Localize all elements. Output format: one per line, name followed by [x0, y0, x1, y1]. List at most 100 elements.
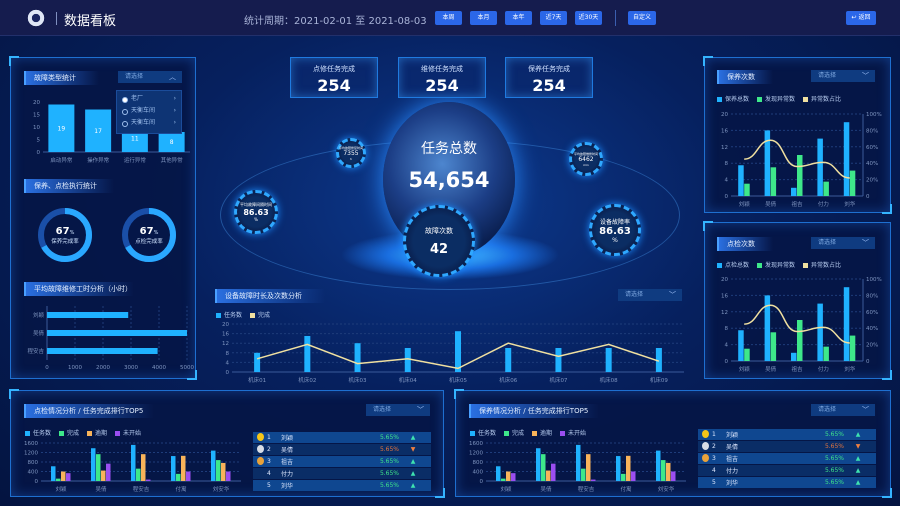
ranking-row: 3 祖吉 5.65% ▲ — [698, 453, 876, 464]
legend-item[interactable]: 逾期 — [532, 428, 552, 437]
last-30-days-button[interactable]: 近30天 — [575, 11, 602, 25]
analysis-chart: 0 4 8 12 16 20 机床01 机床02 机床03 机床04 机床05 机床06 机床07 机床0… — [222, 322, 684, 384]
insp-analysis-select[interactable]: 请选择 ﹀ — [366, 404, 430, 416]
ranking-row: 3 祖吉 5.65% ▲ — [253, 456, 431, 467]
x-tick-label: 机床05 — [449, 376, 467, 384]
analysis-select[interactable]: 请选择 ﹀ — [618, 289, 682, 301]
x-tick-label: 机床01 — [248, 376, 266, 384]
insp-select[interactable]: 请选择 ﹀ — [811, 237, 875, 249]
this-month-button[interactable]: 本月 — [470, 11, 497, 25]
legend-item[interactable]: 未开始 — [115, 428, 141, 437]
medal-icon — [698, 453, 712, 464]
chevron-down-icon: ﹀ — [862, 406, 869, 414]
x-tick-label: 刘颖 — [55, 485, 67, 493]
bar — [254, 352, 261, 372]
name: 付力 — [726, 468, 739, 475]
chevron-up-icon: ︿ — [169, 73, 176, 81]
x-tick-label: 刘安华 — [213, 485, 230, 493]
series-line — [744, 304, 850, 344]
y2-tick-label: 40% — [866, 161, 878, 167]
bar — [576, 444, 581, 481]
name: 刘华 — [281, 483, 294, 490]
y-tick-label: 8 — [226, 351, 230, 357]
dropdown-option[interactable]: 天衡车间 › — [117, 117, 181, 129]
bar — [666, 462, 671, 481]
x-tick-label: 启动异常 — [50, 156, 73, 164]
legend-item[interactable]: 发现异常数 — [757, 260, 795, 269]
this-year-button[interactable]: 本年 — [505, 11, 532, 25]
bar — [764, 130, 771, 196]
y2-tick-label: 100% — [866, 277, 882, 283]
insp-chart: 0 4 8 12 16 20 刘颖 吴倩 祖吉 付力 刘华 0 20% 40% 60% 80% 100% — [721, 277, 882, 373]
ranking-row: 4 付力 5.65% ▲ — [698, 465, 876, 476]
kpi-card: 保养任务完成 254 — [505, 57, 593, 98]
back-button[interactable]: ↩ 返回 — [846, 11, 876, 25]
legend-item[interactable]: 任务数 — [25, 428, 51, 437]
x-tick-label: 付力 — [818, 200, 829, 208]
gauge-label: 点检完成率 — [135, 239, 163, 245]
percent: 5.65% — [379, 470, 399, 477]
y-tick-label: 800 — [28, 460, 39, 466]
legend-item[interactable]: 异常数占比 — [803, 260, 841, 269]
bar — [496, 466, 501, 481]
maint-select[interactable]: 请选择 ﹀ — [811, 70, 875, 82]
legend-item[interactable]: 发现异常数 — [757, 94, 795, 103]
x-tick-label: 其他异常 — [161, 156, 184, 164]
legend-item[interactable]: 点检总数 — [717, 260, 749, 269]
fault-type-chart: 0 5 10 15 20 启动异常 操作异常 运行异常 其他异常 19 17 11 8 — [33, 100, 190, 164]
fault-count-value: 42 — [429, 241, 449, 257]
x-tick-label: 吴倩 — [765, 365, 777, 373]
data-label: 8 — [170, 139, 174, 146]
y-tick-label: 12 — [721, 310, 728, 316]
y-tick-label: 程安吉 — [27, 347, 44, 355]
y-tick-label: 15 — [33, 113, 40, 119]
legend-item[interactable]: 完成 — [250, 310, 270, 319]
this-week-button[interactable]: 本周 — [435, 11, 462, 25]
legend-item[interactable]: 未开始 — [560, 428, 586, 437]
legend-item[interactable]: 任务数 — [216, 310, 242, 319]
y-tick-label: 20 — [222, 322, 229, 328]
y-tick-label: 8 — [725, 326, 729, 332]
bar — [501, 478, 506, 481]
legend-item[interactable]: 异常数占比 — [803, 94, 841, 103]
y-tick-label: 12 — [721, 145, 728, 151]
x-tick-label: 1000 — [68, 365, 82, 371]
legend-item[interactable]: 完成 — [59, 428, 79, 437]
bar — [626, 455, 631, 481]
x-tick-label: 机床07 — [549, 376, 567, 384]
y2-tick-label: 60% — [866, 145, 878, 151]
dropdown-option[interactable]: 老厂 › — [117, 93, 181, 105]
arrow-up-icon: ▲ — [855, 479, 861, 486]
bar — [96, 454, 101, 481]
legend-item[interactable]: 保养总数 — [717, 94, 749, 103]
fault-count-ring: 故障次数 42 — [403, 205, 475, 277]
x-tick-label: 机床04 — [399, 376, 417, 384]
bar — [186, 471, 191, 481]
total-tasks-value: 54,654 — [408, 168, 490, 192]
chevron-right-icon: › — [173, 107, 176, 114]
metric-ring: 设备故障率 86.63% — [589, 204, 641, 256]
legend-item[interactable]: 完成 — [504, 428, 524, 437]
exec-title: 保养、点检执行统计 — [24, 179, 114, 193]
legend-item[interactable]: 任务数 — [470, 428, 496, 437]
ranking-row: 2 吴倩 5.65% ▼ — [253, 444, 431, 455]
x-tick-label: 0 — [45, 365, 49, 371]
rank: 2 — [267, 446, 271, 453]
fault-type-select[interactable]: 请选择 ︿ — [118, 71, 182, 83]
last-7-days-button[interactable]: 近7天 — [540, 11, 567, 25]
bar — [843, 122, 850, 196]
analysis-legend: 任务数 完成 — [216, 310, 270, 319]
bar — [536, 448, 541, 481]
custom-range-button[interactable]: 自定义 — [628, 11, 656, 25]
dropdown-option[interactable]: 天衡车间 › — [117, 105, 181, 117]
legend-item[interactable]: 逾期 — [87, 428, 107, 437]
bar — [770, 332, 777, 361]
bar — [181, 455, 186, 481]
y-tick-label: 800 — [473, 460, 484, 466]
maint-analysis-select[interactable]: 请选择 ﹀ — [811, 404, 875, 416]
rank: 4 — [712, 467, 716, 474]
ranking-row: 5 刘华 5.65% ▲ — [698, 477, 876, 488]
x-tick-label: 祖吉 — [791, 200, 803, 208]
name: 付力 — [281, 471, 294, 478]
